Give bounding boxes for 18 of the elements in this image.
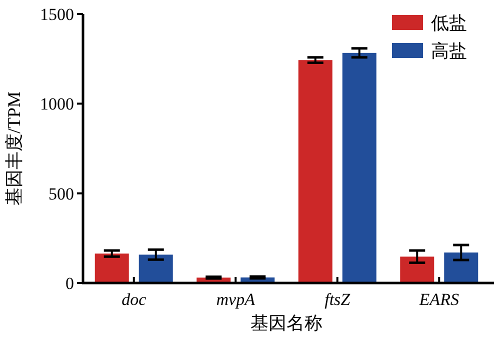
x-tick-label: mvpA <box>216 290 256 309</box>
x-tick-label: EARS <box>418 290 460 309</box>
bar <box>342 52 376 283</box>
bar <box>444 252 478 283</box>
y-axis-title: 基因丰度/TPM <box>4 91 24 206</box>
bar <box>94 254 129 283</box>
legend-label: 高盐 <box>431 41 467 61</box>
y-tick-label: 1000 <box>40 94 74 114</box>
bar <box>400 256 434 283</box>
y-tick-label: 0 <box>66 274 74 293</box>
y-tick-label: 1500 <box>40 5 74 24</box>
x-axis-title: 基因名称 <box>250 313 322 333</box>
bar <box>138 254 173 283</box>
legend-label: 低盐 <box>431 13 467 33</box>
y-tick-label: 500 <box>48 184 74 204</box>
x-tick-label: ftsZ <box>324 290 351 309</box>
x-tick-label: doc <box>122 290 147 309</box>
bar <box>298 60 332 283</box>
